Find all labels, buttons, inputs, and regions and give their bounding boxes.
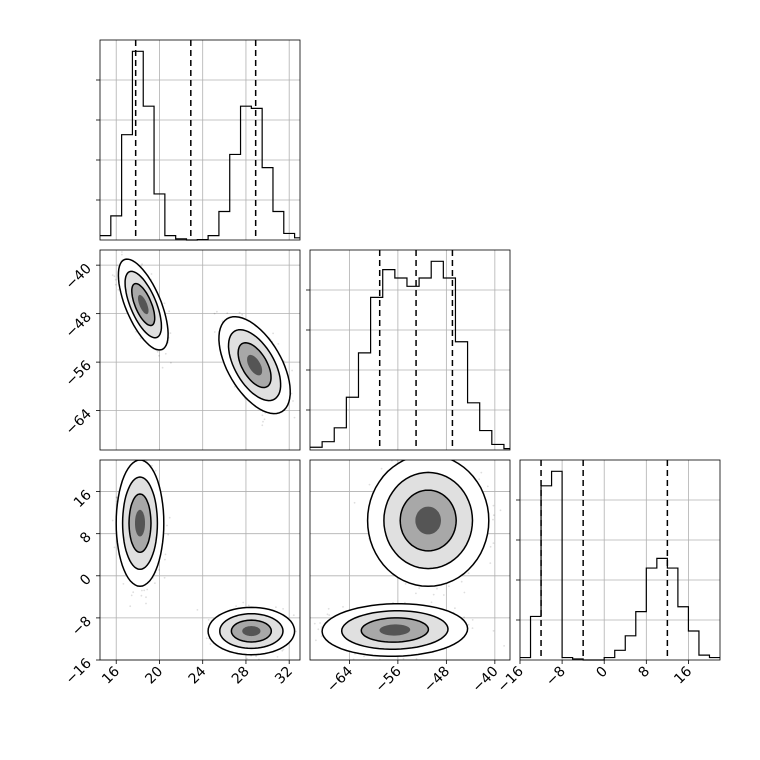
density-fill-0-3	[415, 506, 441, 535]
hist-panel-0	[96, 39, 301, 241]
ytick-label-1-1: −56	[63, 358, 95, 390]
hist-0-frame	[99, 39, 301, 241]
corner-plot-root: 16 20 24 28 32 −64 −56 −48 −40−16 −8 0 8 16−64−56−48…	[63, 39, 721, 696]
xtick-label-1-2: −48	[421, 664, 453, 696]
panel-content	[111, 251, 296, 427]
ytick-label-2-1: −8	[69, 613, 95, 639]
xtick-label-1-1: −56	[373, 663, 405, 695]
contour-0-1	[124, 270, 163, 339]
xtick-label-0-2: 24	[186, 663, 210, 687]
contour-0-0	[366, 460, 490, 588]
contour-0-2	[399, 489, 457, 552]
panel-content	[111, 460, 297, 660]
hist-panel-2	[516, 459, 721, 661]
ytick-label-1-0: −64	[63, 406, 95, 438]
panel-content	[313, 460, 505, 660]
xtick-label-2-2: 0	[593, 664, 611, 682]
ytick-label-1-2: −48	[63, 309, 95, 341]
panel-frame-0-1	[99, 249, 301, 451]
contour-1-1	[340, 610, 449, 650]
contour-0-2	[131, 282, 156, 327]
hist-1-frame	[309, 249, 511, 451]
xtick-label-0-4: 32	[272, 664, 296, 688]
density-fill-0-3	[135, 509, 145, 537]
contour-1-2	[237, 342, 272, 389]
ytick-label-1-3: −40	[63, 261, 95, 293]
xtick-label-2-3: 8	[636, 664, 654, 682]
ytick-label-2-4: 16	[71, 487, 95, 511]
contour-1-0	[321, 602, 469, 658]
contour-1-1	[219, 612, 284, 650]
hist-1-bars	[310, 260, 510, 450]
ytick-label-2-2: 0	[77, 571, 95, 589]
xtick-label-1-3: −40	[469, 664, 501, 696]
panel-frame-0-2	[99, 459, 301, 661]
ytick-label-2-0: −16	[63, 655, 95, 687]
xtick-label-2-0: −16	[495, 663, 527, 695]
hist-0-bars	[100, 50, 300, 241]
contour-1-2	[230, 619, 273, 643]
density-fill-0-3	[138, 294, 149, 315]
panel-frame-1-2	[309, 459, 511, 661]
panel-0-2	[99, 459, 301, 661]
xtick-label-0-1: 20	[142, 664, 166, 688]
contour-1-0	[207, 606, 296, 656]
contour-0-2	[128, 493, 152, 554]
contour-1-0	[218, 315, 291, 415]
contour-0-0	[117, 258, 169, 351]
xtick-label-2-4: 16	[671, 663, 695, 687]
hist-2-bars	[520, 470, 720, 661]
xtick-label-0-0: 16	[99, 663, 123, 687]
xtick-label-2-1: −8	[543, 664, 569, 690]
panel-1-2	[309, 459, 511, 661]
hist-2-frame	[519, 459, 721, 661]
xtick-label-1-0: −64	[324, 663, 356, 695]
hist-panel-1	[306, 249, 511, 451]
density-fill-1-3	[242, 626, 261, 637]
contour-0-1	[383, 471, 474, 570]
panel-0-1	[99, 249, 301, 451]
contour-0-0	[115, 460, 165, 588]
ytick-label-2-3: 8	[77, 529, 95, 547]
xtick-label-0-3: 28	[229, 664, 253, 688]
density-fill-1-3	[247, 354, 263, 376]
contour-1-1	[227, 328, 282, 402]
density-fill-1-3	[379, 624, 411, 636]
contour-1-2	[360, 617, 430, 643]
contour-0-1	[121, 476, 159, 571]
